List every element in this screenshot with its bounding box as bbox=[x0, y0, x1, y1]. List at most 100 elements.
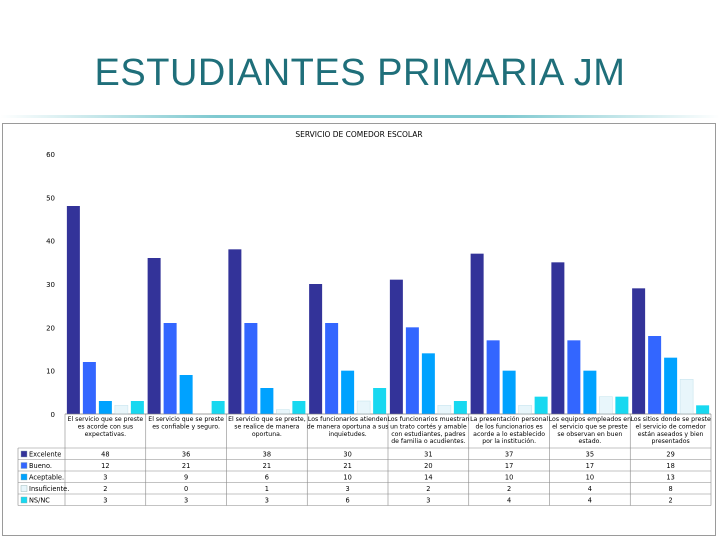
data-label: 35 bbox=[586, 451, 594, 459]
data-label: 21 bbox=[182, 462, 190, 470]
data-label: 4 bbox=[588, 497, 592, 505]
x-tick-label: con estudiantes, padres bbox=[391, 431, 465, 438]
data-label: 21 bbox=[343, 462, 351, 470]
data-label: 31 bbox=[424, 451, 432, 459]
bar-chart: SERVICIO DE COMEDOR ESCOLAR 0 10 20 30 40 50 60… bbox=[17, 130, 712, 506]
data-label: 14 bbox=[424, 474, 432, 482]
data-label: 4 bbox=[588, 485, 592, 493]
bar bbox=[664, 357, 678, 414]
bar bbox=[632, 288, 646, 414]
legend-label: Bueno. bbox=[29, 462, 52, 470]
bar bbox=[163, 323, 177, 414]
data-label: 10 bbox=[505, 474, 513, 482]
data-label: 0 bbox=[184, 485, 188, 493]
data-label: 12 bbox=[101, 462, 109, 470]
legend-swatch bbox=[20, 473, 28, 481]
x-tick-label: de los funcionarios es bbox=[475, 423, 542, 430]
data-label: 1 bbox=[265, 485, 269, 493]
data-label: 3 bbox=[103, 497, 107, 505]
x-tick-label: El servicio que se preste bbox=[148, 416, 224, 423]
x-tick-label: por la institución. bbox=[482, 437, 536, 445]
bar bbox=[228, 249, 242, 414]
bar bbox=[66, 206, 80, 414]
x-tick-label: Los funcionarios muestran bbox=[387, 416, 469, 423]
y-tick-label: 60 bbox=[46, 151, 55, 159]
data-label: 3 bbox=[426, 497, 430, 505]
bar bbox=[309, 284, 323, 414]
bar bbox=[130, 401, 144, 414]
bar bbox=[583, 370, 597, 414]
x-tick-label: expectativas. bbox=[85, 431, 127, 438]
chart-title: SERVICIO DE COMEDOR ESCOLAR bbox=[295, 130, 422, 139]
bar bbox=[453, 401, 467, 414]
x-tick-label: El servicio que se preste, bbox=[228, 416, 306, 423]
x-tick-label: inquietudes. bbox=[328, 431, 366, 438]
bar bbox=[405, 327, 419, 414]
legend-label: Insuficiente. bbox=[29, 485, 69, 493]
y-tick-label: 30 bbox=[46, 281, 55, 289]
legend-label: Aceptable. bbox=[29, 474, 64, 482]
data-label: 17 bbox=[586, 462, 594, 470]
chart-frame: SERVICIO DE COMEDOR ESCOLAR 0 10 20 30 40 50 60… bbox=[2, 123, 716, 536]
y-tick-label: 10 bbox=[46, 368, 55, 376]
data-label: 8 bbox=[669, 485, 673, 493]
bar bbox=[147, 258, 161, 414]
x-tick-label: presentados bbox=[652, 438, 690, 445]
data-label: 3 bbox=[346, 485, 350, 493]
x-tick-label: Los equipos empleados en bbox=[549, 416, 631, 423]
x-tick-label: están aseados y bien bbox=[638, 430, 704, 438]
data-label: 10 bbox=[343, 474, 351, 482]
bar bbox=[325, 323, 339, 414]
title-underline bbox=[0, 115, 720, 118]
legend-swatch bbox=[20, 496, 28, 504]
x-tick-label: Los funcionarios atienden bbox=[308, 416, 388, 423]
data-label: 2 bbox=[103, 485, 107, 493]
bar bbox=[551, 262, 565, 414]
y-tick-label: 40 bbox=[46, 238, 55, 246]
data-label: 2 bbox=[426, 485, 430, 493]
data-label: 3 bbox=[265, 497, 269, 505]
data-label: 2 bbox=[669, 497, 673, 505]
bar bbox=[486, 340, 500, 414]
bar bbox=[648, 336, 662, 414]
data-label: 4 bbox=[507, 497, 511, 505]
x-tick-label: se realice de manera bbox=[234, 423, 299, 430]
bar bbox=[599, 396, 613, 415]
y-tick-label: 20 bbox=[46, 324, 55, 332]
legend-label: Excelente bbox=[29, 451, 61, 459]
bar bbox=[341, 370, 355, 414]
data-label: 30 bbox=[343, 451, 351, 459]
x-tick-label: es confiable y seguro. bbox=[152, 423, 220, 430]
bar bbox=[179, 375, 193, 414]
data-label: 21 bbox=[263, 462, 271, 470]
data-label: 9 bbox=[184, 474, 188, 482]
y-tick-label: 50 bbox=[46, 194, 55, 202]
x-tick-label: de familia o acudientes. bbox=[391, 438, 465, 445]
data-label: 36 bbox=[182, 451, 190, 459]
bar bbox=[421, 353, 435, 414]
bar bbox=[356, 400, 371, 415]
bar bbox=[211, 401, 225, 414]
bar bbox=[389, 279, 403, 414]
bar bbox=[82, 362, 96, 414]
data-label: 48 bbox=[101, 451, 109, 459]
data-label: 3 bbox=[184, 497, 188, 505]
bar bbox=[502, 370, 516, 414]
data-label: 3 bbox=[103, 474, 107, 482]
data-label: 29 bbox=[666, 451, 674, 459]
bar bbox=[244, 323, 258, 414]
bar bbox=[292, 401, 306, 414]
bar bbox=[615, 396, 629, 414]
bar bbox=[470, 253, 484, 414]
data-label: 17 bbox=[505, 462, 513, 470]
data-label: 20 bbox=[424, 462, 432, 470]
x-tick-label: es acorde con sus bbox=[78, 423, 134, 430]
data-label: 6 bbox=[346, 497, 350, 505]
bar bbox=[567, 340, 581, 414]
data-label: 6 bbox=[265, 474, 269, 482]
x-tick-label: El servicio que se preste bbox=[68, 416, 144, 423]
slide-title: ESTUDIANTES PRIMARIA JM bbox=[94, 52, 626, 94]
data-label: 13 bbox=[666, 474, 674, 482]
bar bbox=[518, 405, 532, 415]
x-tick-label: acorde a lo establecido bbox=[473, 431, 545, 438]
